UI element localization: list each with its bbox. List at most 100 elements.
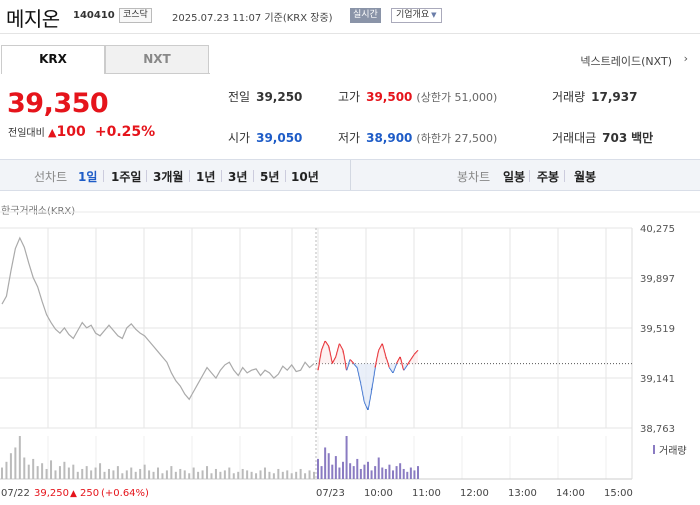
lower-limit: (하한가 27,500) xyxy=(416,132,498,145)
volume-bar xyxy=(201,470,204,479)
stat-label: 고가 xyxy=(338,90,361,104)
down-area xyxy=(353,363,358,368)
volume-bar xyxy=(170,466,173,479)
volume-bar xyxy=(308,470,311,479)
volume-bar xyxy=(255,473,258,479)
stat-volume: 거래량 17,937 xyxy=(552,88,637,105)
period-3m[interactable]: 3개월 xyxy=(153,170,184,184)
volume-bar xyxy=(363,464,366,479)
volume-bar xyxy=(157,467,159,479)
price-change: 전일대비 ▲100 +0.25% xyxy=(8,124,155,140)
y-tick-label: 39,141 xyxy=(640,374,675,385)
volume-bar xyxy=(134,471,137,479)
line-chart-label[interactable]: 선차트 xyxy=(34,170,68,184)
corp-overview-dropdown[interactable]: 기업개요 ▼ xyxy=(391,8,442,23)
y-tick-label: 39,519 xyxy=(640,324,675,335)
period-3y[interactable]: 3년 xyxy=(228,170,248,184)
volume-bar xyxy=(116,466,119,479)
realtime-badge[interactable]: 실시간 xyxy=(350,8,381,23)
nextrade-link[interactable]: 넥스트레이드(NXT) xyxy=(580,55,672,68)
period-1d[interactable]: 1일 xyxy=(78,170,98,184)
volume-bar xyxy=(58,466,61,479)
volume-bar xyxy=(219,471,222,479)
volume-bar xyxy=(94,467,97,479)
candle-chart-label[interactable]: 봉차트 xyxy=(457,170,491,184)
up-segment xyxy=(396,356,401,364)
stat-value: 39,250 xyxy=(256,90,303,104)
volume-bar xyxy=(130,467,133,479)
up-segment xyxy=(381,343,387,358)
tab-krx[interactable]: KRX xyxy=(1,45,105,74)
up-segment xyxy=(328,346,333,364)
volume-bar xyxy=(367,461,369,479)
up-area xyxy=(332,356,336,364)
stat-high: 고가 39,500 (상한가 51,000) xyxy=(338,88,497,105)
tab-nxt[interactable]: NXT xyxy=(105,45,209,74)
volume-bar xyxy=(359,468,362,479)
chevron-right-icon[interactable]: › xyxy=(683,52,688,65)
volume-bar xyxy=(179,468,182,479)
volume-bar xyxy=(237,471,240,479)
volume-bar xyxy=(45,468,48,479)
volume-bar xyxy=(148,470,151,479)
stat-label: 전일 xyxy=(228,90,251,104)
volume-bar xyxy=(377,457,380,479)
down-segment xyxy=(367,389,373,410)
volume-bar xyxy=(214,468,217,479)
up-area xyxy=(414,350,418,364)
up-segment xyxy=(342,350,348,371)
volume-bar xyxy=(228,467,231,479)
volume-bar xyxy=(152,471,155,479)
x-tick-label: 07/23 xyxy=(316,488,345,499)
stat-label: 거래대금 xyxy=(552,131,597,145)
up-area xyxy=(325,341,329,364)
volume-bar xyxy=(241,468,244,479)
volume-bar xyxy=(331,464,334,479)
up-area xyxy=(350,359,354,364)
divider xyxy=(146,170,147,182)
period-10y[interactable]: 10년 xyxy=(291,170,319,184)
down-area xyxy=(360,363,365,402)
up-area xyxy=(378,343,383,364)
tab-divider xyxy=(105,73,210,74)
volume-bar xyxy=(402,468,405,479)
volume-bar xyxy=(121,473,124,479)
change-label: 전일대비 xyxy=(8,128,45,139)
candle-weekly[interactable]: 주봉 xyxy=(537,170,560,184)
volume-bar xyxy=(356,458,359,479)
footer-pct: (+0.64%) xyxy=(101,488,149,499)
volume-bar xyxy=(103,471,106,479)
x-tick-label: 07/22 xyxy=(1,488,30,499)
up-segment xyxy=(399,356,405,371)
period-1y[interactable]: 1년 xyxy=(196,170,216,184)
stat-prev-close: 전일 39,250 xyxy=(228,88,302,105)
stat-low: 저가 38,900 (하한가 27,500) xyxy=(338,129,497,146)
corp-overview-label: 기업개요 xyxy=(396,10,430,20)
divider xyxy=(189,170,190,182)
up-segment xyxy=(338,343,344,351)
market-badge: 코스닥 xyxy=(119,8,152,23)
candle-monthly[interactable]: 월봉 xyxy=(574,170,597,184)
volume-bar xyxy=(409,467,412,479)
stat-value: 39,050 xyxy=(256,131,303,145)
down-segment xyxy=(360,383,366,403)
period-1w[interactable]: 1주일 xyxy=(111,170,142,184)
up-segment xyxy=(406,359,412,366)
volume-bar xyxy=(263,467,266,479)
volume-bar xyxy=(246,470,249,479)
timestamp: 2025.07.23 11:07 기준(KRX 장중) xyxy=(172,13,333,24)
down-area xyxy=(393,363,397,373)
up-segment xyxy=(378,343,383,351)
volume-bar xyxy=(14,447,17,479)
volume-bar xyxy=(299,468,302,479)
volume-bar xyxy=(54,470,57,479)
volume-bar xyxy=(63,461,66,479)
volume-bar xyxy=(23,457,26,479)
stock-code: 140410 xyxy=(73,10,115,21)
candle-daily[interactable]: 일봉 xyxy=(503,170,526,184)
volume-bar xyxy=(281,471,284,479)
down-segment xyxy=(346,359,351,371)
period-5y[interactable]: 5년 xyxy=(260,170,280,184)
volume-bar xyxy=(99,463,102,479)
up-segment xyxy=(317,350,323,371)
